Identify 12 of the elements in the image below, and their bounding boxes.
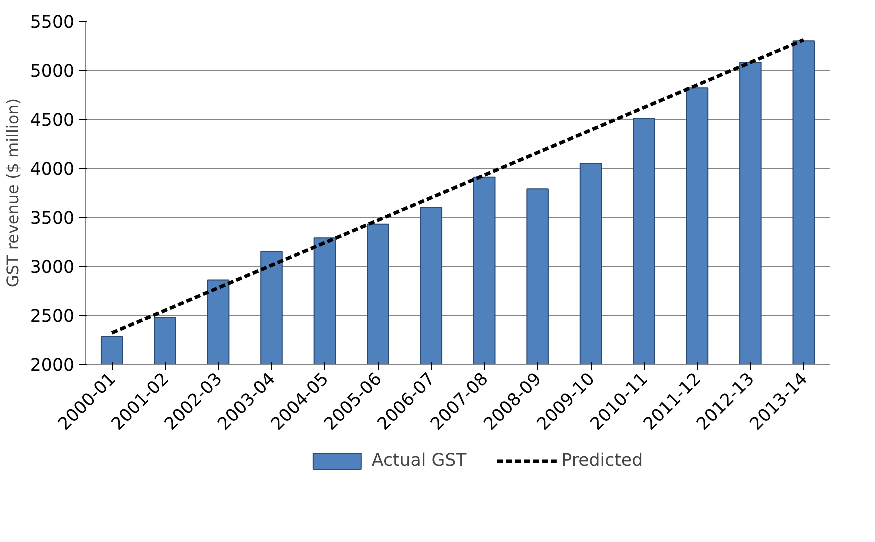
legend-label: Predicted: [562, 450, 644, 470]
y-tick-label: 2000: [30, 356, 75, 376]
line-series: [110, 38, 806, 335]
y-tick-label: 3000: [30, 258, 75, 278]
y-tick-label: 4000: [30, 160, 75, 180]
y-tick-label: 5500: [30, 13, 75, 33]
y-axis-title: GST revenue ($ million): [3, 98, 22, 288]
legend-label: Actual GST: [372, 450, 467, 470]
y-tick-label: 2500: [30, 307, 75, 327]
y-tick-label: 3500: [30, 209, 75, 229]
y-tick-label: 5000: [30, 62, 75, 82]
y-tick-label: 4500: [30, 111, 75, 131]
